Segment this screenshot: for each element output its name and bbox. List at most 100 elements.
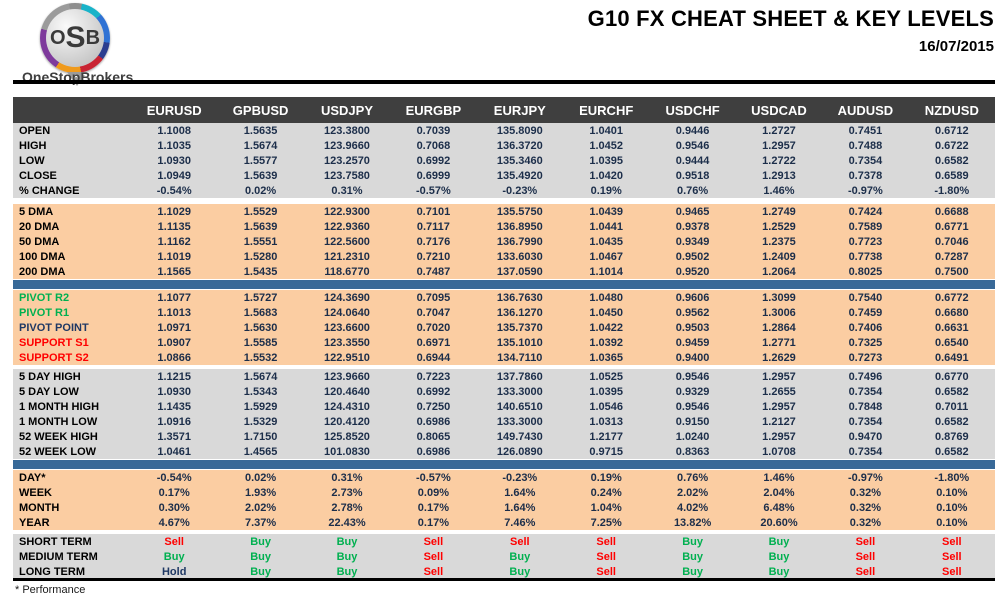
cell-value: Sell: [855, 535, 876, 548]
table-row: MONTH 0.30% 2.02% 2.78% 0.17% 1.64% 1.04% 4.02%…: [13, 500, 995, 515]
table-row: HIGH 1.1035 1.5674 123.9660 0.7068 136.3720 1.…: [13, 138, 995, 153]
cell-value: 140.6510: [496, 400, 543, 413]
cell-value: 1.2177: [589, 430, 624, 443]
cell-value: 1.1077: [157, 291, 192, 304]
cell-value: 1.0313: [589, 415, 624, 428]
cell-value: 0.9400: [675, 351, 710, 364]
cell-value: 0.9503: [675, 321, 710, 334]
cell-value: 0.10%: [936, 501, 968, 514]
cell-value: 1.04%: [590, 501, 622, 514]
table-row: 50 DMA 1.1162 1.5551 122.5600 0.7176 136.7990…: [13, 234, 995, 249]
cell-value: 0.17%: [417, 501, 449, 514]
cell-value: 1.0420: [589, 169, 624, 182]
cell-value: 0.7354: [848, 445, 883, 458]
table-row: 100 DMA 1.1019 1.5280 121.2310 0.7210 133.603…: [13, 249, 995, 264]
table-row: SUPPORT S1 1.0907 1.5585 123.3550 0.6971 135.…: [13, 335, 995, 350]
cell-value: Sell: [855, 565, 876, 578]
cell-value: Buy: [163, 550, 185, 563]
cell-value: 0.6771: [934, 220, 969, 233]
cell-value: 13.82%: [673, 516, 712, 529]
cell-value: 1.0450: [589, 306, 624, 319]
cell-value: 124.3690: [324, 291, 370, 304]
cell-value: 0.10%: [936, 486, 968, 499]
cell-value: 1.2957: [762, 430, 796, 443]
cell-value: 1.2375: [762, 235, 796, 248]
cell-value: 122.9300: [324, 205, 370, 218]
table-row: DAY* -0.54% 0.02% 0.31% -0.57% -0.23% 0.19% 0.7…: [13, 470, 995, 485]
column-header-usdchf: USDCHF: [665, 102, 720, 118]
cell-value: 1.1029: [157, 205, 192, 218]
cell-value: 1.1215: [157, 370, 192, 383]
cell-value: -0.97%: [847, 184, 883, 197]
table-row: % CHANGE -0.54% 0.02% 0.31% -0.57% -0.23% 0.19…: [13, 183, 995, 198]
cell-value: 122.5600: [324, 235, 370, 248]
table-row: SHORT TERM Sell Buy Buy Sell Sell Sell Buy Buy Se…: [13, 534, 995, 549]
row-label: YEAR: [19, 516, 50, 529]
cell-value: 1.0480: [589, 291, 624, 304]
cell-value: 0.6770: [934, 370, 969, 383]
row-label: % CHANGE: [19, 184, 80, 197]
cell-value: 149.7430: [496, 430, 543, 443]
cell-value: 0.7039: [416, 124, 451, 137]
table-row: 5 DAY LOW 1.0930 1.5343 120.4640 0.6992 133.3…: [13, 384, 995, 399]
cell-value: 0.7540: [848, 291, 883, 304]
cell-value: 0.02%: [244, 471, 277, 484]
cell-value: 7.46%: [504, 516, 536, 529]
cell-value: 0.7176: [416, 235, 451, 248]
cell-value: 0.9150: [675, 415, 710, 428]
top-divider: [13, 80, 995, 84]
cell-value: Buy: [682, 550, 703, 563]
row-label: LONG TERM: [19, 565, 85, 578]
cell-value: 1.1019: [157, 250, 192, 263]
cell-value: 1.5329: [243, 415, 278, 428]
row-label: SHORT TERM: [19, 535, 92, 548]
cell-value: Sell: [596, 535, 616, 548]
cell-value: 0.8769: [934, 430, 969, 443]
cell-value: 0.7011: [935, 400, 969, 413]
section-separator: [13, 280, 995, 289]
cell-value: 0.7723: [848, 235, 883, 248]
cell-value: 1.2409: [762, 250, 796, 263]
cell-value: 0.9562: [675, 306, 710, 319]
cell-value: 0.9349: [675, 235, 710, 248]
cell-value: 0.19%: [590, 184, 622, 197]
cell-value: 0.6712: [934, 124, 969, 137]
cell-value: 0.9520: [675, 265, 710, 278]
cell-value: 1.0395: [589, 385, 624, 398]
cell-value: 0.24%: [590, 486, 622, 499]
table-row: 200 DMA 1.1565 1.5435 118.6770 0.7487 137.059…: [13, 264, 995, 279]
cell-value: 0.7250: [416, 400, 451, 413]
cell-value: 137.7860: [496, 370, 543, 383]
cell-value: 0.6582: [934, 385, 969, 398]
cell-value: 7.25%: [590, 516, 622, 529]
cell-value: 1.5635: [243, 124, 278, 137]
cell-value: 0.9459: [675, 336, 710, 349]
table-row: PIVOT R1 1.1013 1.5683 124.0640 0.7047 136.12…: [13, 305, 995, 320]
cell-value: 123.9660: [324, 370, 370, 383]
masthead: G10 FX CHEAT SHEET & KEY LEVELS 16/07/20…: [588, 6, 994, 55]
cell-value: Buy: [509, 550, 531, 563]
cell-value: 0.32%: [849, 501, 881, 514]
cell-value: 1.5532: [243, 351, 278, 364]
cell-value: 1.0365: [589, 351, 624, 364]
cell-value: 1.0392: [589, 336, 624, 349]
cell-value: 0.02%: [244, 184, 277, 197]
cell-value: 0.9546: [675, 139, 710, 152]
cell-value: 135.5750: [496, 205, 543, 218]
cell-value: 1.2722: [762, 154, 796, 167]
cell-value: 1.7150: [243, 430, 278, 443]
cell-value: 1.0525: [589, 370, 624, 383]
cell-value: 4.02%: [676, 501, 709, 514]
cell-value: 135.4920: [496, 169, 543, 182]
cell-value: 133.3000: [496, 415, 543, 428]
cell-value: 1.2957: [762, 400, 796, 413]
cell-value: 1.0461: [157, 445, 192, 458]
cell-value: 0.8065: [416, 430, 451, 443]
cell-value: 0.6631: [934, 321, 969, 334]
cell-value: 123.3550: [324, 336, 370, 349]
cell-value: 0.6582: [934, 415, 969, 428]
cell-value: 1.0441: [589, 220, 624, 233]
